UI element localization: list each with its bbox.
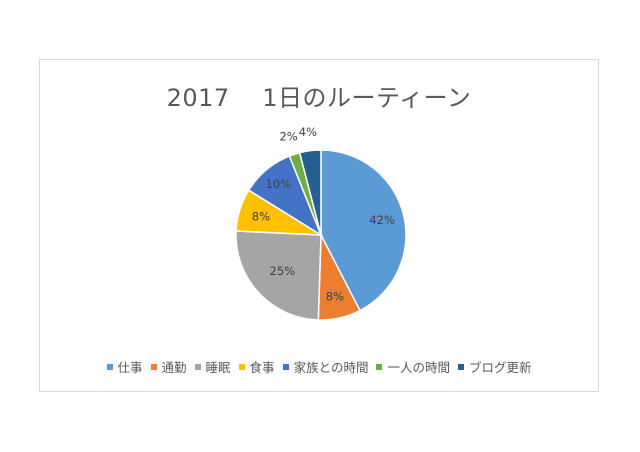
pie-slice-1: [320, 149, 407, 312]
legend-item-4: 食事: [238, 357, 275, 376]
data-label-2: 8%: [326, 289, 344, 303]
data-label-5: 10%: [266, 177, 292, 191]
legend-swatch: [457, 363, 464, 370]
legend-item-2: 通勤: [150, 357, 187, 376]
legend-swatch: [150, 363, 157, 370]
chart-area: 2017 1日のルーティーン 42% 8% 25% 8% 10% 2% 4% 仕事 通勤 睡眠 食…: [39, 59, 599, 392]
legend-swatch: [106, 363, 113, 370]
legend-label: 一人の時間: [387, 360, 450, 375]
legend-swatch: [194, 363, 201, 370]
legend-item-3: 睡眠: [194, 357, 231, 376]
legend: 仕事 通勤 睡眠 食事 家族との時間 一人の時間 ブログ更新: [40, 357, 598, 376]
chart-title: 2017 1日のルーティーン: [166, 84, 472, 112]
legend-swatch: [238, 363, 245, 370]
legend-item-5: 家族との時間: [282, 357, 369, 376]
pie-chart: 42% 8% 25% 8% 10% 2% 4%: [235, 125, 407, 321]
data-label-1: 42%: [369, 213, 395, 227]
legend-label: 食事: [249, 360, 275, 375]
legend-label: 睡眠: [205, 360, 231, 375]
pie-slice-7: [298, 149, 322, 236]
data-label-4: 8%: [252, 209, 270, 223]
legend-swatch: [376, 363, 383, 370]
legend-label: 通勤: [161, 360, 187, 375]
legend-swatch: [282, 363, 289, 370]
legend-label: ブログ更新: [468, 360, 532, 375]
legend-label: 仕事: [117, 360, 143, 375]
legend-label: 家族との時間: [293, 360, 369, 375]
data-label-3: 25%: [270, 264, 296, 278]
data-label-7: 4%: [299, 125, 317, 139]
legend-item-7: ブログ更新: [457, 357, 532, 376]
pie-slice-3: [235, 230, 322, 321]
legend-item-6: 一人の時間: [376, 357, 450, 376]
data-label-6: 2%: [279, 130, 297, 144]
legend-item-1: 仕事: [106, 357, 143, 376]
